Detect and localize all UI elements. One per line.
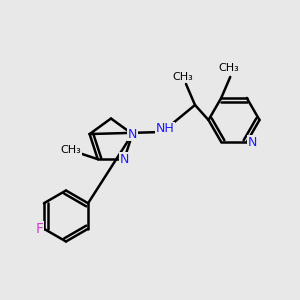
Text: CH₃: CH₃: [172, 71, 194, 82]
Text: CH₃: CH₃: [60, 145, 81, 155]
Text: F: F: [35, 222, 44, 236]
Text: CH₃: CH₃: [218, 63, 239, 73]
Text: NH: NH: [156, 122, 174, 136]
Text: N: N: [248, 136, 257, 148]
Text: N: N: [128, 128, 137, 140]
Text: N: N: [119, 153, 129, 166]
